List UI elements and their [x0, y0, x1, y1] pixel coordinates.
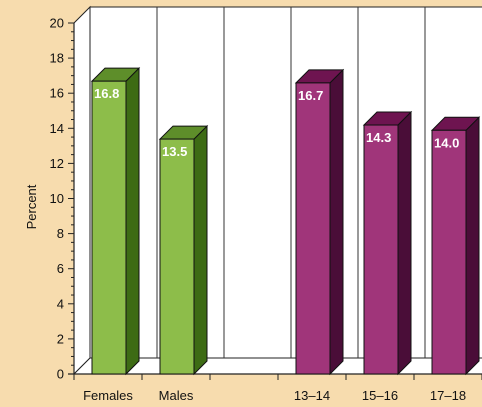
y-tick-label: 0: [57, 367, 64, 382]
y-tick-label: 2: [57, 331, 64, 346]
bar-side: [330, 70, 343, 374]
y-tick-label: 20: [50, 16, 64, 31]
bar: [296, 83, 330, 374]
x-tick-label: 17–18: [430, 388, 466, 403]
bar: [92, 81, 126, 374]
bar-side: [126, 68, 139, 374]
bar-value-label: 16.7: [298, 88, 323, 103]
bar: [160, 139, 194, 374]
y-tick-label: 4: [57, 296, 64, 311]
bar-value-label: 16.8: [94, 86, 119, 101]
y-tick-label: 10: [50, 191, 64, 206]
y-tick-label: 18: [50, 51, 64, 66]
x-tick-label: Males: [159, 388, 194, 403]
bar-side: [398, 112, 411, 374]
y-tick-label: 6: [57, 261, 64, 276]
y-tick-label: 16: [50, 86, 64, 101]
x-tick-label: 13–14: [294, 388, 330, 403]
y-axis-label: Percent: [24, 184, 39, 229]
bar-value-label: 13.5: [162, 144, 187, 159]
bar: [432, 130, 466, 374]
plot-back-wall: [90, 7, 482, 358]
bar-side: [194, 126, 207, 374]
x-tick-label: 15–16: [362, 388, 398, 403]
bar: [364, 125, 398, 374]
y-tick-label: 14: [50, 121, 64, 136]
plot-left-wall: [74, 7, 90, 374]
y-tick-label: 12: [50, 156, 64, 171]
y-tick-label: 8: [57, 226, 64, 241]
bar-side: [466, 117, 479, 374]
x-tick-label: Females: [83, 388, 133, 403]
bar-value-label: 14.0: [434, 135, 459, 150]
bar-value-label: 14.3: [366, 130, 391, 145]
